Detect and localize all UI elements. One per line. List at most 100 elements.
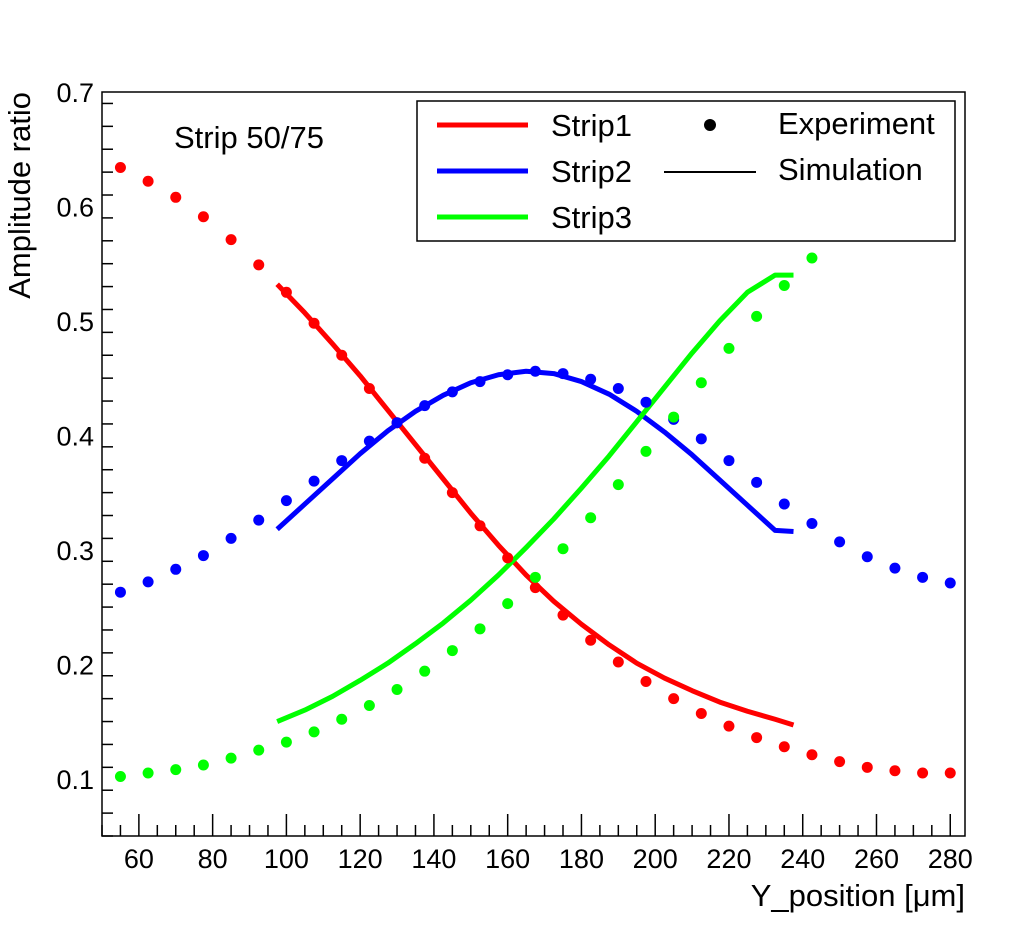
experiment-point-strip3 [363, 700, 375, 712]
legend-label-experiment: Experiment [778, 106, 935, 141]
experiment-point-strip1 [806, 749, 818, 761]
experiment-point-strip2 [944, 577, 956, 589]
y-tick-label: 0.7 [56, 78, 94, 108]
experiment-point-strip3 [668, 411, 680, 423]
experiment-point-strip1 [778, 741, 790, 753]
experiment-point-strip3 [585, 512, 597, 524]
experiment-point-strip3 [557, 543, 569, 555]
experiment-point-strip1 [668, 693, 680, 705]
experiment-point-strip2 [363, 435, 375, 447]
experiment-point-strip1 [446, 487, 458, 499]
legend-label-simulation: Simulation [778, 152, 923, 187]
y-tick-label: 0.6 [56, 192, 94, 222]
y-tick-label: 0.1 [56, 765, 94, 795]
experiment-point-strip3 [723, 342, 735, 354]
x-tick-label: 260 [854, 844, 899, 874]
x-tick-label: 240 [780, 844, 825, 874]
experiment-point-strip1 [419, 452, 431, 464]
experiment-point-strip1 [280, 286, 292, 298]
strip-annotation: Strip 50/75 [174, 120, 324, 155]
experiment-point-strip2 [889, 562, 901, 574]
experiment-point-strip3 [778, 279, 790, 291]
experiment-point-strip1 [861, 761, 873, 773]
experiment-point-strip1 [640, 675, 652, 687]
experiment-point-strip1 [751, 732, 763, 744]
experiment-point-strip3 [612, 479, 624, 491]
x-tick-label: 180 [559, 844, 604, 874]
experiment-point-strip3 [419, 665, 431, 677]
experiment-point-strip1 [834, 756, 846, 768]
experiment-point-strip3 [695, 377, 707, 389]
experiment-point-strip1 [308, 317, 320, 329]
legend-marker-experiment [704, 119, 716, 131]
experiment-point-strip1 [197, 211, 209, 223]
experiment-point-strip1 [142, 175, 154, 187]
x-tick-label: 140 [411, 844, 456, 874]
x-tick-label: 60 [124, 844, 154, 874]
experiment-point-strip2 [834, 536, 846, 548]
experiment-point-strip1 [502, 552, 514, 564]
experiment-point-strip1 [170, 191, 182, 203]
experiment-point-strip3 [336, 713, 348, 725]
experiment-point-strip2 [695, 433, 707, 445]
experiment-point-strip3 [170, 764, 182, 776]
experiment-point-strip3 [529, 571, 541, 583]
x-tick-label: 100 [264, 844, 309, 874]
experiment-point-strip2 [474, 376, 486, 388]
experiment-point-strip2 [917, 571, 929, 583]
experiment-point-strip1 [114, 162, 126, 174]
experiment-point-strip1 [474, 520, 486, 532]
experiment-point-strip1 [225, 234, 237, 246]
experiment-point-strip2 [336, 455, 348, 467]
legend-label-strip1: Strip1 [551, 108, 632, 143]
x-tick-label: 120 [338, 844, 383, 874]
experiment-point-strip2 [612, 382, 624, 394]
experiment-point-strip1 [529, 582, 541, 594]
experiment-point-strip3 [502, 598, 514, 610]
experiment-point-strip2 [585, 373, 597, 385]
experiment-point-strip1 [723, 720, 735, 732]
experiment-point-strip3 [446, 645, 458, 657]
experiment-point-strip3 [806, 252, 818, 264]
experiment-point-strip3 [142, 767, 154, 779]
experiment-point-strip2 [225, 532, 237, 544]
experiment-point-strip1 [336, 349, 348, 361]
experiment-point-strip2 [557, 368, 569, 380]
x-tick-label: 220 [706, 844, 751, 874]
experiment-point-strip1 [889, 765, 901, 777]
experiment-point-strip3 [391, 683, 403, 695]
experiment-point-strip1 [917, 767, 929, 779]
experiment-point-strip2 [114, 586, 126, 598]
experiment-point-strip2 [170, 563, 182, 575]
y-tick-label: 0.2 [56, 650, 94, 680]
experiment-point-strip2 [751, 476, 763, 488]
legend-label-strip2: Strip2 [551, 154, 632, 189]
experiment-point-strip2 [806, 518, 818, 530]
experiment-point-strip2 [308, 475, 320, 487]
experiment-point-strip2 [419, 400, 431, 412]
experiment-point-strip2 [280, 495, 292, 507]
experiment-point-strip1 [944, 767, 956, 779]
x-tick-label: 200 [633, 844, 678, 874]
experiment-point-strip2 [446, 386, 458, 398]
experiment-point-strip3 [640, 445, 652, 457]
experiment-point-strip3 [114, 770, 126, 782]
experiment-point-strip2 [502, 369, 514, 381]
experiment-point-strip3 [253, 744, 265, 756]
experiment-point-strip2 [778, 498, 790, 510]
experiment-point-strip2 [142, 576, 154, 588]
y-axis-title: Amplitude ratio [2, 92, 37, 299]
experiment-point-strip3 [751, 310, 763, 322]
legend: Strip1 Strip2 Strip3 Experiment Simulati… [416, 100, 956, 242]
experiment-point-strip3 [474, 623, 486, 635]
x-tick-label: 160 [485, 844, 530, 874]
experiment-point-strip2 [723, 455, 735, 467]
experiment-point-strip2 [529, 365, 541, 377]
simulation-line-strip3 [276, 272, 794, 724]
experiment-point-strip1 [253, 259, 265, 271]
x-tick-label: 280 [928, 844, 973, 874]
y-tick-label: 0.5 [56, 307, 94, 337]
experiment-point-strip1 [695, 708, 707, 720]
y-tick-label: 0.3 [56, 536, 94, 566]
